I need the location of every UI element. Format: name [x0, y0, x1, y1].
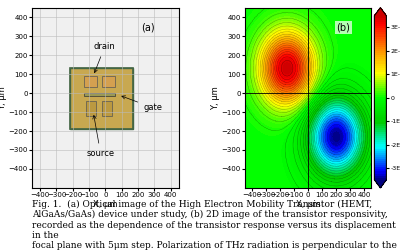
Text: drain: drain — [94, 42, 116, 73]
Text: source: source — [86, 115, 115, 158]
Text: Fig. 1.  (a) Optical image of the High Electron Mobility Transistor (HEMT,
AlGaA: Fig. 1. (a) Optical image of the High El… — [32, 200, 397, 252]
FancyBboxPatch shape — [102, 76, 115, 87]
PathPatch shape — [374, 8, 386, 16]
X-axis label: X, μm: X, μm — [93, 200, 118, 209]
Y-axis label: Y, μm: Y, μm — [211, 86, 220, 110]
FancyBboxPatch shape — [102, 101, 112, 116]
FancyBboxPatch shape — [84, 93, 115, 96]
Text: (b): (b) — [336, 23, 350, 33]
X-axis label: X, μm: X, μm — [296, 200, 320, 209]
FancyBboxPatch shape — [86, 101, 96, 116]
FancyBboxPatch shape — [84, 76, 97, 87]
Text: (a): (a) — [141, 23, 154, 33]
Text: gate: gate — [122, 96, 162, 112]
Y-axis label: Y, μm: Y, μm — [0, 86, 7, 110]
FancyBboxPatch shape — [70, 68, 133, 129]
PathPatch shape — [374, 180, 386, 188]
